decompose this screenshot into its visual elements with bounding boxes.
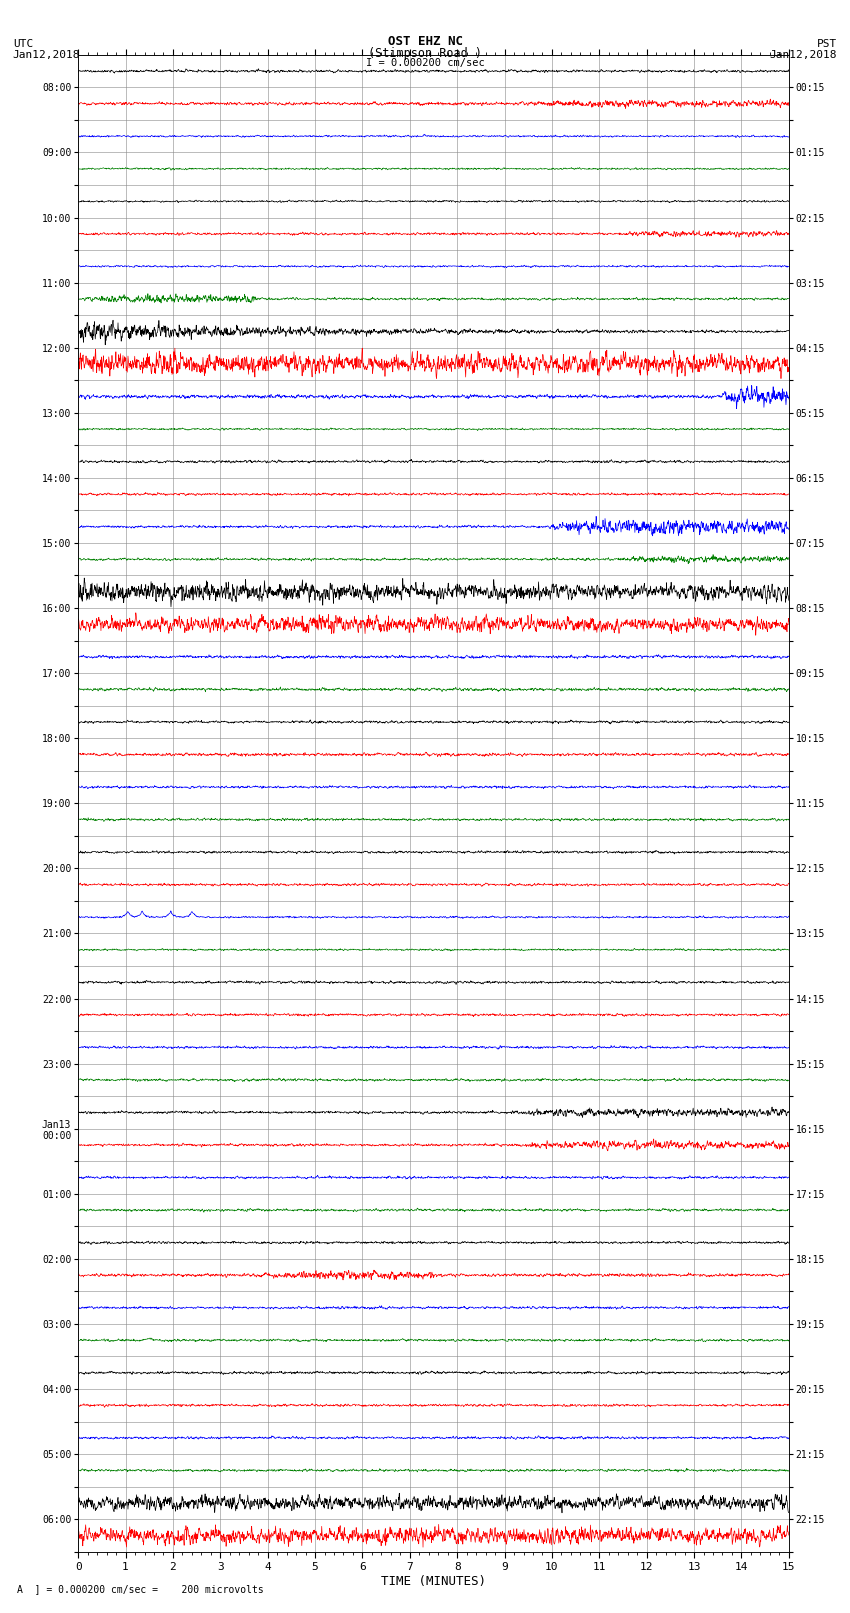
X-axis label: TIME (MINUTES): TIME (MINUTES) <box>381 1574 486 1587</box>
Text: I = 0.000200 cm/sec: I = 0.000200 cm/sec <box>366 58 484 68</box>
Text: A  ] = 0.000200 cm/sec =    200 microvolts: A ] = 0.000200 cm/sec = 200 microvolts <box>17 1584 264 1594</box>
Text: UTC: UTC <box>13 39 33 48</box>
Text: (Stimpson Road ): (Stimpson Road ) <box>368 47 482 60</box>
Text: Jan12,2018: Jan12,2018 <box>13 50 80 60</box>
Text: PST: PST <box>817 39 837 48</box>
Text: OST EHZ NC: OST EHZ NC <box>388 35 462 48</box>
Text: Jan12,2018: Jan12,2018 <box>770 50 837 60</box>
